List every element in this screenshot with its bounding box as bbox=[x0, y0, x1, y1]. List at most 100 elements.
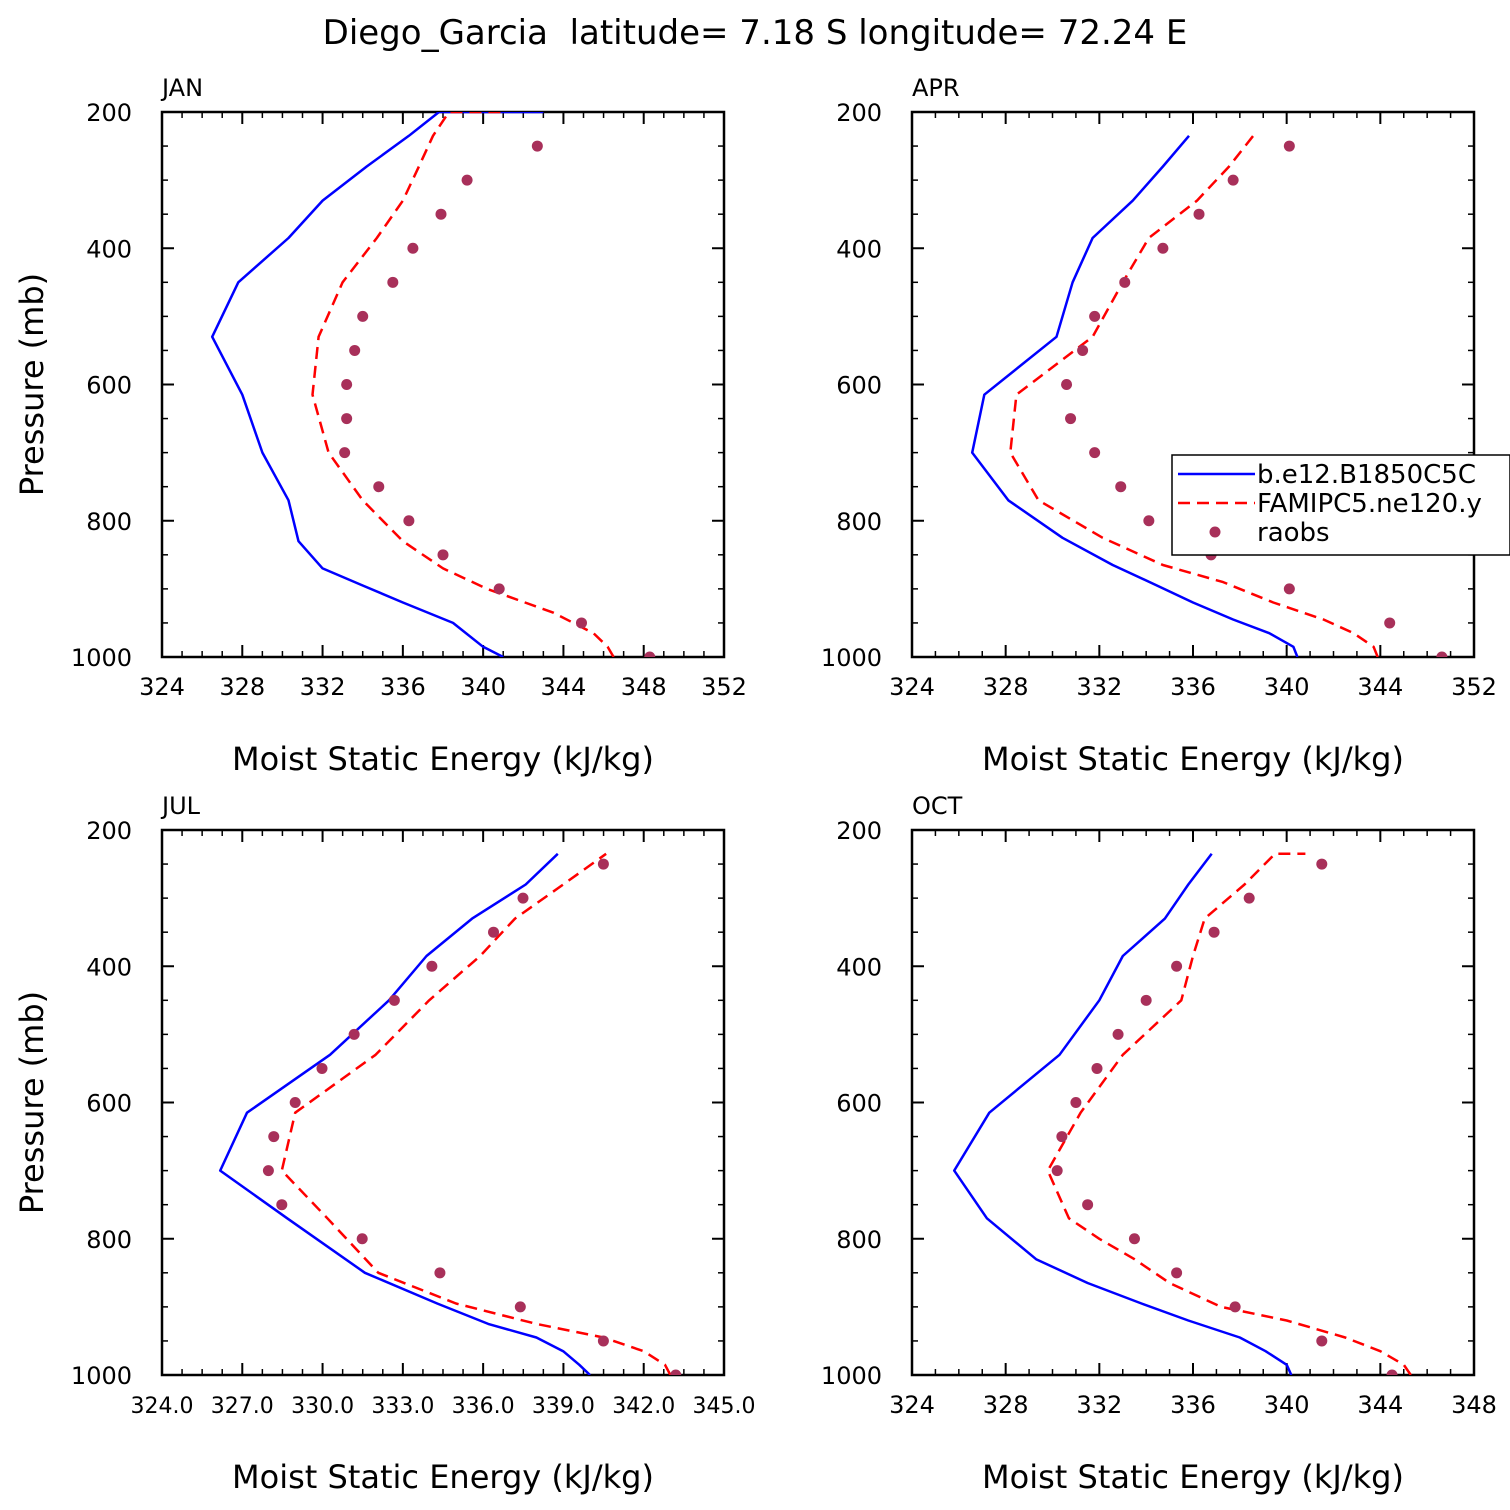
raobs-point bbox=[276, 1199, 288, 1211]
x-tick-label: 328 bbox=[219, 673, 265, 701]
y-tick-label: 600 bbox=[86, 372, 132, 400]
y-tick-label: 800 bbox=[836, 508, 882, 536]
y-tick-label: 800 bbox=[86, 1226, 132, 1254]
raobs-point bbox=[1056, 1131, 1068, 1143]
raobs-point bbox=[349, 344, 361, 356]
x-tick-label: 339.0 bbox=[532, 1394, 595, 1419]
raobs-point bbox=[357, 310, 369, 322]
raobs-point bbox=[268, 1131, 280, 1143]
raobs-point bbox=[1119, 276, 1131, 288]
x-tick-label: 344 bbox=[541, 673, 587, 701]
y-tick-label: 600 bbox=[836, 1090, 882, 1118]
legend-label: raobs bbox=[1257, 518, 1330, 548]
raobs-point bbox=[437, 549, 449, 561]
plot-frame bbox=[160, 828, 726, 1377]
x-axis-label: Moist Static Energy (kJ/kg) bbox=[982, 740, 1404, 778]
raobs-point bbox=[339, 447, 351, 459]
x-axis-label: Moist Static Energy (kJ/kg) bbox=[232, 740, 654, 778]
raobs-point bbox=[1386, 1369, 1398, 1375]
raobs-point bbox=[1070, 1097, 1082, 1108]
raobs-point bbox=[1227, 174, 1239, 186]
raobs-point bbox=[289, 1097, 301, 1108]
raobs-point bbox=[597, 858, 609, 870]
x-tick-label: 352 bbox=[1451, 673, 1497, 701]
panel-jan: 324 328 332 336 340 344 348 352 200 400 600 800 1000… bbox=[13, 74, 747, 778]
raobs-point bbox=[388, 994, 400, 1006]
panel-label: APR bbox=[912, 74, 960, 102]
x-tick-label: 336.0 bbox=[452, 1394, 515, 1419]
raobs-point bbox=[1229, 1301, 1241, 1313]
raobs-point bbox=[488, 926, 500, 938]
legend-marker bbox=[1209, 526, 1221, 538]
raobs-point bbox=[341, 413, 353, 425]
raobs-point bbox=[597, 1335, 609, 1347]
y-tick-label: 1000 bbox=[821, 644, 882, 672]
raobs-point bbox=[1316, 858, 1328, 870]
panel-label: JUL bbox=[160, 792, 201, 820]
x-axis-label: Moist Static Energy (kJ/kg) bbox=[982, 1458, 1404, 1496]
raobs-point bbox=[575, 617, 587, 629]
x-tick-label: 330.0 bbox=[291, 1394, 354, 1419]
y-tick-label: 200 bbox=[836, 99, 882, 127]
raobs-point bbox=[1283, 140, 1295, 152]
x-tick-label: 340 bbox=[1264, 1391, 1310, 1419]
raobs-point bbox=[1140, 994, 1152, 1006]
x-tick-label: 332 bbox=[300, 673, 346, 701]
famipc5-line bbox=[1046, 852, 1412, 1375]
y-tick-label: 200 bbox=[836, 817, 882, 845]
x-tick-label: 324 bbox=[889, 1391, 935, 1419]
b-e12-line bbox=[970, 134, 1299, 657]
y-tick-label: 400 bbox=[86, 235, 132, 263]
panel-apr: 324 328 332 336 340 344 352 200 400 600 800 1000 APR… bbox=[821, 74, 1497, 778]
raobs-point bbox=[435, 208, 447, 220]
y-tick-label: 400 bbox=[836, 953, 882, 981]
raobs-point bbox=[1283, 583, 1295, 595]
raobs-point bbox=[670, 1369, 682, 1375]
raobs-point bbox=[341, 379, 353, 390]
data-area bbox=[210, 112, 656, 657]
raobs-point bbox=[426, 960, 438, 972]
x-tick-label: 328 bbox=[983, 673, 1029, 701]
data-area bbox=[952, 852, 1412, 1375]
legend-label: b.e12.B1850C5C bbox=[1257, 460, 1476, 490]
x-tick-label: 327.0 bbox=[211, 1394, 274, 1419]
x-tick-label: 324 bbox=[889, 673, 935, 701]
raobs-point bbox=[348, 1028, 360, 1040]
raobs-point bbox=[356, 1233, 368, 1245]
raobs-point bbox=[644, 651, 656, 657]
raobs-point bbox=[373, 481, 385, 493]
raobs-point bbox=[1089, 310, 1101, 322]
raobs-point bbox=[1061, 379, 1073, 390]
y-tick-label: 800 bbox=[836, 1226, 882, 1254]
b-e12-line bbox=[210, 112, 544, 657]
plot-frame bbox=[160, 110, 726, 659]
y-axis-label: Pressure (mb) bbox=[13, 991, 51, 1214]
y-tick-label: 800 bbox=[86, 508, 132, 536]
data-area bbox=[970, 134, 1448, 657]
famipc5-line bbox=[1009, 135, 1379, 657]
legend-label: FAMIPC5.ne120.y bbox=[1257, 489, 1482, 519]
raobs-point bbox=[493, 583, 505, 595]
x-tick-label: 324.0 bbox=[131, 1394, 194, 1419]
famipc5-line bbox=[311, 112, 615, 657]
y-tick-label: 1000 bbox=[71, 644, 132, 672]
panel-label: OCT bbox=[912, 792, 963, 820]
x-tick-label: 342.0 bbox=[612, 1394, 675, 1419]
y-axis-label: Pressure (mb) bbox=[13, 273, 51, 496]
raobs-point bbox=[1082, 1199, 1094, 1211]
x-tick-label: 340 bbox=[1264, 673, 1310, 701]
figure-title: Diego_Garcia latitude= 7.18 S longitude=… bbox=[323, 13, 1188, 53]
raobs-point bbox=[1143, 515, 1155, 527]
raobs-point bbox=[1208, 926, 1220, 938]
x-tick-label: 348 bbox=[1451, 1391, 1497, 1419]
x-tick-label: 336 bbox=[380, 673, 426, 701]
raobs-point bbox=[1171, 1267, 1183, 1279]
x-tick-label: 344 bbox=[1357, 1391, 1403, 1419]
raobs-point bbox=[1091, 1062, 1103, 1074]
raobs-point bbox=[1115, 481, 1127, 493]
raobs-point bbox=[1065, 413, 1077, 425]
y-tick-label: 600 bbox=[836, 372, 882, 400]
y-tick-label: 400 bbox=[836, 235, 882, 263]
